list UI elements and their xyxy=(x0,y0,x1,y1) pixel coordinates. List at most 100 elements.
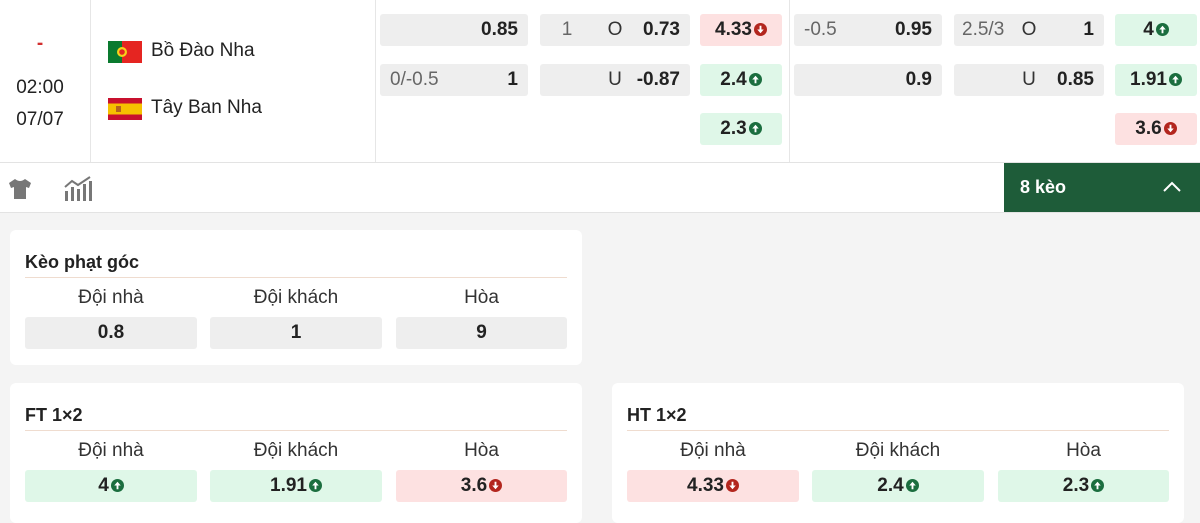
odds-number[interactable]: 9 xyxy=(476,322,487,343)
odds-value[interactable]: 2.3 xyxy=(998,470,1169,502)
side-label: U xyxy=(1022,69,1036,90)
odds-number[interactable]: 2.3 xyxy=(720,118,747,139)
odds-cell[interactable]: 0.9 xyxy=(794,64,942,96)
odds-cell[interactable]: 2.3 xyxy=(998,470,1169,502)
flag-spain xyxy=(108,98,142,120)
odds-value[interactable]: 2.4 xyxy=(700,64,782,96)
title-underline xyxy=(25,277,567,278)
handicap-line: 0/-0.5 xyxy=(390,69,439,90)
odds-value[interactable]: 2.3 xyxy=(700,113,782,145)
odds-value[interactable]: 0.73 xyxy=(643,19,680,40)
odds-cell[interactable]: U -0.87 xyxy=(540,64,690,96)
odds-cell[interactable]: 2.4 xyxy=(812,470,984,502)
odds-value[interactable]: 1 xyxy=(507,69,518,90)
odds-value[interactable]: 4.33 xyxy=(627,470,799,502)
match-time: 02:00 xyxy=(16,77,64,98)
odds-number[interactable]: 1 xyxy=(290,322,302,343)
card-title: FT 1×2 xyxy=(25,405,83,425)
home-team[interactable]: Bồ Đào Nha xyxy=(151,40,255,61)
odds-cell[interactable]: 0.8 xyxy=(25,317,197,349)
odds-number[interactable]: 2.3 xyxy=(1062,475,1090,496)
more-button-label[interactable]: 8 kèo xyxy=(1020,177,1067,197)
odds-number[interactable]: 4.33 xyxy=(715,19,752,40)
title-underline xyxy=(627,430,1169,431)
side-label: O xyxy=(1021,19,1037,40)
odds-value[interactable]: 0.8 xyxy=(25,317,197,349)
odds-cell[interactable]: 4.33 xyxy=(700,14,782,46)
column-header: Đội nhà xyxy=(680,440,746,461)
chevron-up[interactable] xyxy=(1162,180,1182,194)
odds-number[interactable]: 2.4 xyxy=(720,69,747,90)
odds-cell[interactable]: 2.4 xyxy=(700,64,782,96)
odds-value[interactable]: 0.85 xyxy=(481,19,518,40)
trend-up xyxy=(110,479,124,492)
odds-value[interactable]: 1.91 xyxy=(1115,64,1197,96)
odds-value[interactable]: 3.6 xyxy=(396,470,567,502)
divider xyxy=(90,0,91,162)
odds-cell[interactable]: 1.91 xyxy=(1115,64,1197,96)
odds-cell[interactable]: 1.91 xyxy=(210,470,382,502)
column-header: Đội nhà xyxy=(78,287,144,308)
odds-cell[interactable]: 2.5/3 O 1 xyxy=(954,14,1104,46)
odds-value[interactable]: 4.33 xyxy=(700,14,782,46)
trend-down xyxy=(753,23,767,36)
odds-value[interactable]: 1 xyxy=(210,317,382,349)
odds-number[interactable]: 0.8 xyxy=(97,322,125,343)
trend-up xyxy=(905,479,919,492)
odds-cell[interactable]: 3.6 xyxy=(1115,113,1197,145)
title-underline xyxy=(25,430,567,431)
trend-up xyxy=(748,122,762,135)
card-title: Kèo phạt góc xyxy=(25,252,140,272)
side-label: U xyxy=(608,69,622,90)
odds-number[interactable]: 4 xyxy=(1143,19,1154,40)
odds-value[interactable]: 1 xyxy=(1083,19,1094,40)
shirt-icon[interactable] xyxy=(8,177,32,201)
odds-cell[interactable]: 0/-0.5 1 xyxy=(380,64,528,96)
handicap-line: -0.5 xyxy=(804,19,837,40)
column-header: Đội nhà xyxy=(78,440,144,461)
odds-value[interactable]: 0.85 xyxy=(1057,69,1094,90)
column-header: Hòa xyxy=(464,287,499,308)
odds-cell[interactable]: 4 xyxy=(1115,14,1197,46)
odds-value[interactable]: -0.87 xyxy=(636,69,680,90)
trend-up xyxy=(748,73,762,86)
trend-up xyxy=(308,479,322,492)
flag-portugal xyxy=(108,41,142,63)
odds-number[interactable]: 3.6 xyxy=(460,475,488,496)
odds-cell[interactable]: 1 xyxy=(210,317,382,349)
odds-value[interactable]: 2.4 xyxy=(812,470,984,502)
odds-number[interactable]: 3.6 xyxy=(1135,118,1162,139)
total-line: 2.5/3 xyxy=(962,19,1005,40)
odds-number[interactable]: 1.91 xyxy=(270,475,307,496)
odds-number[interactable]: 4 xyxy=(98,475,109,496)
odds-number[interactable]: 4.33 xyxy=(687,475,724,496)
odds-value[interactable]: 9 xyxy=(396,317,567,349)
odds-cell[interactable]: 4.33 xyxy=(627,470,799,502)
odds-value[interactable]: 4 xyxy=(1115,14,1197,46)
total-line: 1 xyxy=(561,19,573,40)
odds-cell[interactable]: 0.85 xyxy=(380,14,528,46)
away-team[interactable]: Tây Ban Nha xyxy=(151,97,262,118)
odds-cell[interactable]: -0.5 0.95 xyxy=(794,14,942,46)
odds-value[interactable]: 0.95 xyxy=(895,19,932,40)
odds-value[interactable]: 3.6 xyxy=(1115,113,1197,145)
odds-number[interactable]: 2.4 xyxy=(877,475,904,496)
odds-cell[interactable]: 1 O 0.73 xyxy=(540,14,690,46)
odds-cell[interactable]: U 0.85 xyxy=(954,64,1104,96)
column-header: Đội khách xyxy=(253,440,339,461)
trend-up xyxy=(1091,479,1105,492)
side-label: O xyxy=(607,19,623,40)
match-date: 07/07 xyxy=(16,109,64,130)
column-header: Hòa xyxy=(464,440,499,461)
odds-cell[interactable]: 4 xyxy=(25,470,197,502)
odds-cell[interactable]: 2.3 xyxy=(700,113,782,145)
trend-up xyxy=(1155,23,1169,36)
odds-number[interactable]: 1.91 xyxy=(1130,69,1167,90)
odds-cell[interactable]: 3.6 xyxy=(396,470,567,502)
odds-value[interactable]: 0.9 xyxy=(905,69,932,90)
odds-value[interactable]: 4 xyxy=(25,470,197,502)
stats-icon[interactable] xyxy=(63,176,93,202)
odds-value[interactable]: 1.91 xyxy=(210,470,382,502)
odds-cell[interactable]: 9 xyxy=(396,317,567,349)
